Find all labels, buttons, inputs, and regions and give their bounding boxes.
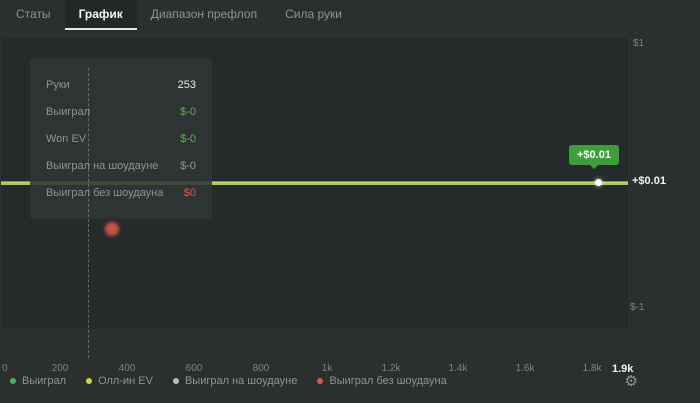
tooltip-value: $0 <box>183 186 196 199</box>
x-tick-label: 200 <box>51 363 69 374</box>
settings-gear-icon[interactable]: ⚙ <box>624 373 638 390</box>
legend-dot-pale-green <box>172 378 179 384</box>
legend-label: Выиграл <box>22 375 67 387</box>
hover-crosshair-line <box>88 68 89 358</box>
x-tick-label: 1.4k <box>448 363 468 374</box>
tab-graph[interactable]: График <box>64 0 137 30</box>
y-axis-min-label: $-1 <box>630 302 645 313</box>
x-tick-label: 800 <box>252 363 270 374</box>
tooltip-row-won: Выиграл $-0 <box>46 98 196 125</box>
tab-bar: Статы График Диапазон префлоп Сила руки <box>0 0 700 30</box>
x-tick-label: 1k <box>321 363 333 374</box>
tab-hand-strength[interactable]: Сила руки <box>285 7 342 21</box>
tooltip-value: $-0 <box>180 132 196 145</box>
x-tick-label: 400 <box>118 363 136 374</box>
x-tick-label: 1.2k <box>381 363 401 374</box>
tooltip-value: $-0 <box>180 159 196 172</box>
x-tick-label: 0 <box>2 363 8 374</box>
y-axis-max-label: $1 <box>633 38 645 49</box>
x-tick-label: 1.8k <box>582 363 602 374</box>
legend-label: Олл-ин EV <box>98 375 153 387</box>
tooltip-row-hands: Руки 253 <box>46 71 196 98</box>
chart-legend: Выиграл Олл-ин EV Выиграл на шоудауне Вы… <box>0 367 700 395</box>
tooltip-row-won-ev: Won EV $-0 <box>46 125 196 152</box>
hover-point-red-marker <box>105 222 119 236</box>
x-tick-label: 1.6k <box>515 363 535 374</box>
tab-preflop-range[interactable]: Диапазон префлоп <box>150 7 258 21</box>
tooltip-row-won-showdown: Выиграл на шоудауне $-0 <box>46 152 196 179</box>
legend-item-won[interactable]: Выиграл <box>10 375 66 387</box>
legend-item-won-nonshowdown[interactable]: Выиграл без шоудауна <box>317 375 447 387</box>
last-value-badge: +$0.01 <box>569 145 619 169</box>
legend-dot-red <box>317 378 324 384</box>
last-point-marker <box>595 179 602 186</box>
legend-label: Выиграл на шоудауне <box>184 375 298 387</box>
tooltip-label: Выиграл на шоудауне <box>46 159 159 172</box>
chart-tooltip: Руки 253 Выиграл $-0 Won EV $-0 Выиграл … <box>30 58 212 219</box>
allin-ev-line <box>1 183 628 185</box>
tooltip-value: $-0 <box>180 105 196 118</box>
legend-item-allin-ev[interactable]: Олл-ин EV <box>86 375 153 387</box>
current-value-label: +$0.01 <box>632 175 666 187</box>
legend-dot-green <box>10 378 16 384</box>
tab-stats[interactable]: Статы <box>16 7 51 21</box>
tooltip-label: Руки <box>46 78 70 91</box>
tooltip-value: 253 <box>177 78 196 91</box>
x-current-hands-label: 1.9k <box>612 363 634 375</box>
legend-dot-yellow <box>86 378 93 384</box>
legend-item-won-showdown[interactable]: Выиграл на шоудауне <box>172 375 298 387</box>
tooltip-row-won-nonshowdown: Выиграл без шоудауна $0 <box>46 179 196 206</box>
showdown-line <box>1 182 628 183</box>
tooltip-label: Выиграл <box>46 105 91 118</box>
chart-area: +$0.01 $1 $-1 +$0.01 Руки 253 Выиграл $-… <box>0 30 700 375</box>
tooltip-label: Выиграл без шоудауна <box>46 186 164 199</box>
x-axis: 0 200 400 600 800 1k 1.2k 1.4k 1.6k 1.8k… <box>0 363 700 377</box>
legend-label: Выиграл без шоудауна <box>329 375 447 387</box>
x-tick-label: 600 <box>185 363 203 374</box>
tooltip-label: Won EV <box>46 132 87 145</box>
